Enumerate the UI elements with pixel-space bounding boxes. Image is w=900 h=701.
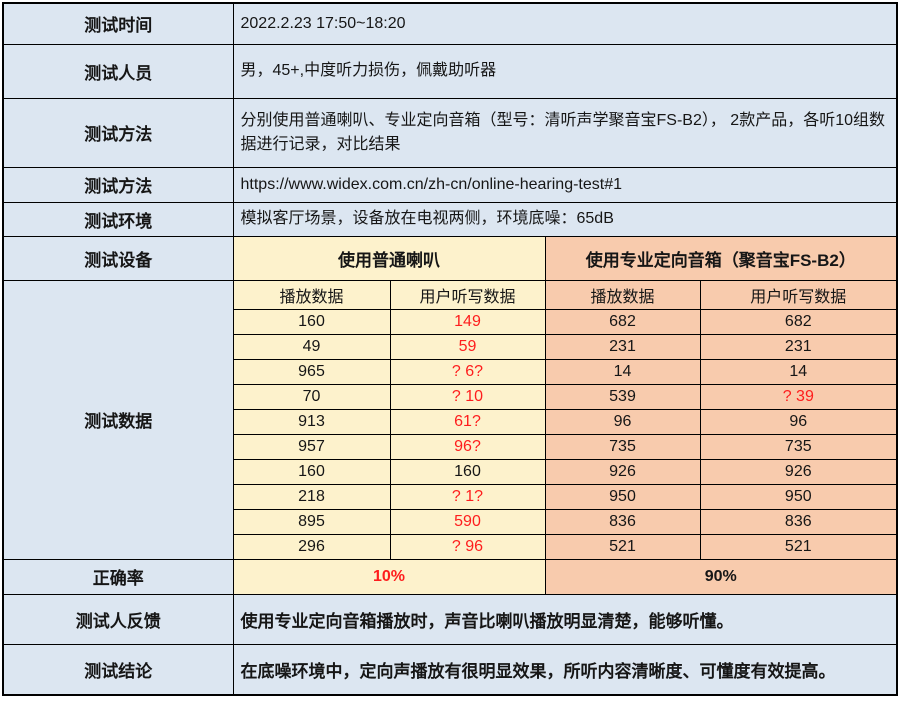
speaker-accuracy-value: 10% xyxy=(232,558,546,595)
directional-heard-value: 735 xyxy=(699,433,898,460)
directional-heard-value: 836 xyxy=(699,508,898,535)
test-environment-label: 测试环境 xyxy=(2,201,234,237)
row-test-environment: 测试环境 模拟客厅场景，设备放在电视两侧，环境底噪：65dB xyxy=(2,201,898,237)
speaker-play-value: 296 xyxy=(232,533,391,560)
row-data-subheader: 测试数据 播放数据 用户听写数据 播放数据 用户听写数据 xyxy=(2,279,898,560)
speaker-heard-value: ? 96 xyxy=(389,533,546,560)
test-url-value: https://www.widex.com.cn/zh-cn/online-he… xyxy=(232,166,898,203)
directional-play-value: 682 xyxy=(544,308,701,335)
data-row: 160 149 682 682 xyxy=(3,308,898,335)
speaker-play-value: 160 xyxy=(232,308,391,335)
directional-play-column-header: 播放数据 xyxy=(544,279,701,310)
data-row: 895 590 836 836 xyxy=(3,508,898,535)
directional-play-value: 231 xyxy=(544,333,701,360)
test-time-value: 2022.2.23 17:50~18:20 xyxy=(232,2,898,45)
speaker-heard-column-header: 用户听写数据 xyxy=(389,279,546,310)
speaker-play-value: 70 xyxy=(232,383,391,410)
test-person-label: 测试人员 xyxy=(2,43,234,99)
data-row: 70? 10 539? 39 xyxy=(3,383,898,410)
directional-play-value: 735 xyxy=(544,433,701,460)
row-feedback: 测试人反馈 使用专业定向音箱播放时，声音比喇叭播放明显清楚，能够听懂。 xyxy=(2,593,898,645)
test-time-label: 测试时间 xyxy=(2,2,234,45)
test-method-label: 测试方法 xyxy=(2,166,234,203)
directional-accuracy-value: 90% xyxy=(544,558,898,595)
directional-heard-value: 682 xyxy=(699,308,898,335)
data-row: 965? 6? 14 14 xyxy=(3,358,898,385)
directional-heard-value: 96 xyxy=(699,408,898,435)
directional-heard-value: 926 xyxy=(699,458,898,485)
speaker-heard-value: ? 6? xyxy=(389,358,546,385)
directional-speaker-header: 使用专业定向音箱（聚音宝FS-B2） xyxy=(544,235,898,281)
test-environment-value: 模拟客厅场景，设备放在电视两侧，环境底噪：65dB xyxy=(232,201,898,237)
conclusion-value: 在底噪环境中，定向声播放有很明显效果，所听内容清晰度、可懂度有效提高。 xyxy=(232,643,898,696)
row-conclusion: 测试结论 在底噪环境中，定向声播放有很明显效果，所听内容清晰度、可懂度有效提高。 xyxy=(2,643,898,696)
ordinary-speaker-header: 使用普通喇叭 xyxy=(232,235,546,281)
row-test-person: 测试人员 男，45+,中度听力损伤，佩戴助听器 xyxy=(2,43,898,99)
conclusion-label: 测试结论 xyxy=(2,643,234,696)
speaker-play-value: 160 xyxy=(232,458,391,485)
directional-heard-value: ? 39 xyxy=(699,383,898,410)
directional-play-value: 14 xyxy=(544,358,701,385)
directional-play-value: 521 xyxy=(544,533,701,560)
row-test-time: 测试时间 2022.2.23 17:50~18:20 xyxy=(2,2,898,45)
directional-play-value: 836 xyxy=(544,508,701,535)
row-test-method-2: 测试方法 https://www.widex.com.cn/zh-cn/onli… xyxy=(2,166,898,203)
speaker-heard-value: 149 xyxy=(389,308,546,335)
directional-heard-value: 14 xyxy=(699,358,898,385)
directional-play-value: 96 xyxy=(544,408,701,435)
speaker-heard-value: ? 10 xyxy=(389,383,546,410)
speaker-play-value: 965 xyxy=(232,358,391,385)
speaker-play-value: 895 xyxy=(232,508,391,535)
data-row: 218? 1? 950 950 xyxy=(3,483,898,510)
speaker-play-column-header: 播放数据 xyxy=(232,279,391,310)
directional-heard-value: 950 xyxy=(699,483,898,510)
test-device-label: 测试设备 xyxy=(2,235,234,281)
speaker-heard-value: 59 xyxy=(389,333,546,360)
feedback-value: 使用专业定向音箱播放时，声音比喇叭播放明显清楚，能够听懂。 xyxy=(232,593,898,645)
speaker-heard-value: 590 xyxy=(389,508,546,535)
row-test-device: 测试设备 使用普通喇叭 使用专业定向音箱（聚音宝FS-B2） xyxy=(2,235,898,281)
directional-heard-value: 231 xyxy=(699,333,898,360)
directional-play-value: 926 xyxy=(544,458,701,485)
data-row: 957 96? 735 735 xyxy=(3,433,898,460)
test-method-label: 测试方法 xyxy=(2,97,234,168)
speaker-heard-value: 96? xyxy=(389,433,546,460)
test-data-label: 测试数据 xyxy=(2,279,234,560)
directional-play-value: 950 xyxy=(544,483,701,510)
accuracy-label: 正确率 xyxy=(2,558,234,595)
speaker-play-value: 913 xyxy=(232,408,391,435)
speaker-heard-value: 160 xyxy=(389,458,546,485)
test-person-value: 男，45+,中度听力损伤，佩戴助听器 xyxy=(232,43,898,99)
speaker-play-value: 218 xyxy=(232,483,391,510)
data-row: 160 160 926 926 xyxy=(3,458,898,485)
row-accuracy: 正确率 10% 90% xyxy=(2,558,898,595)
row-test-method-1: 测试方法 分别使用普通喇叭、专业定向音箱（型号：清听声学聚音宝FS-B2）， 2… xyxy=(2,97,898,168)
speaker-heard-value: ? 1? xyxy=(389,483,546,510)
speaker-heard-value: 61? xyxy=(389,408,546,435)
directional-play-value: 539 xyxy=(544,383,701,410)
feedback-label: 测试人反馈 xyxy=(2,593,234,645)
data-row: 296? 96 521 521 xyxy=(3,533,898,560)
speaker-play-value: 957 xyxy=(232,433,391,460)
directional-heard-column-header: 用户听写数据 xyxy=(699,279,898,310)
data-row: 49 59 231 231 xyxy=(3,333,898,360)
directional-heard-value: 521 xyxy=(699,533,898,560)
speaker-play-value: 49 xyxy=(232,333,391,360)
test-method-value: 分别使用普通喇叭、专业定向音箱（型号：清听声学聚音宝FS-B2）， 2款产品，各… xyxy=(232,97,898,168)
